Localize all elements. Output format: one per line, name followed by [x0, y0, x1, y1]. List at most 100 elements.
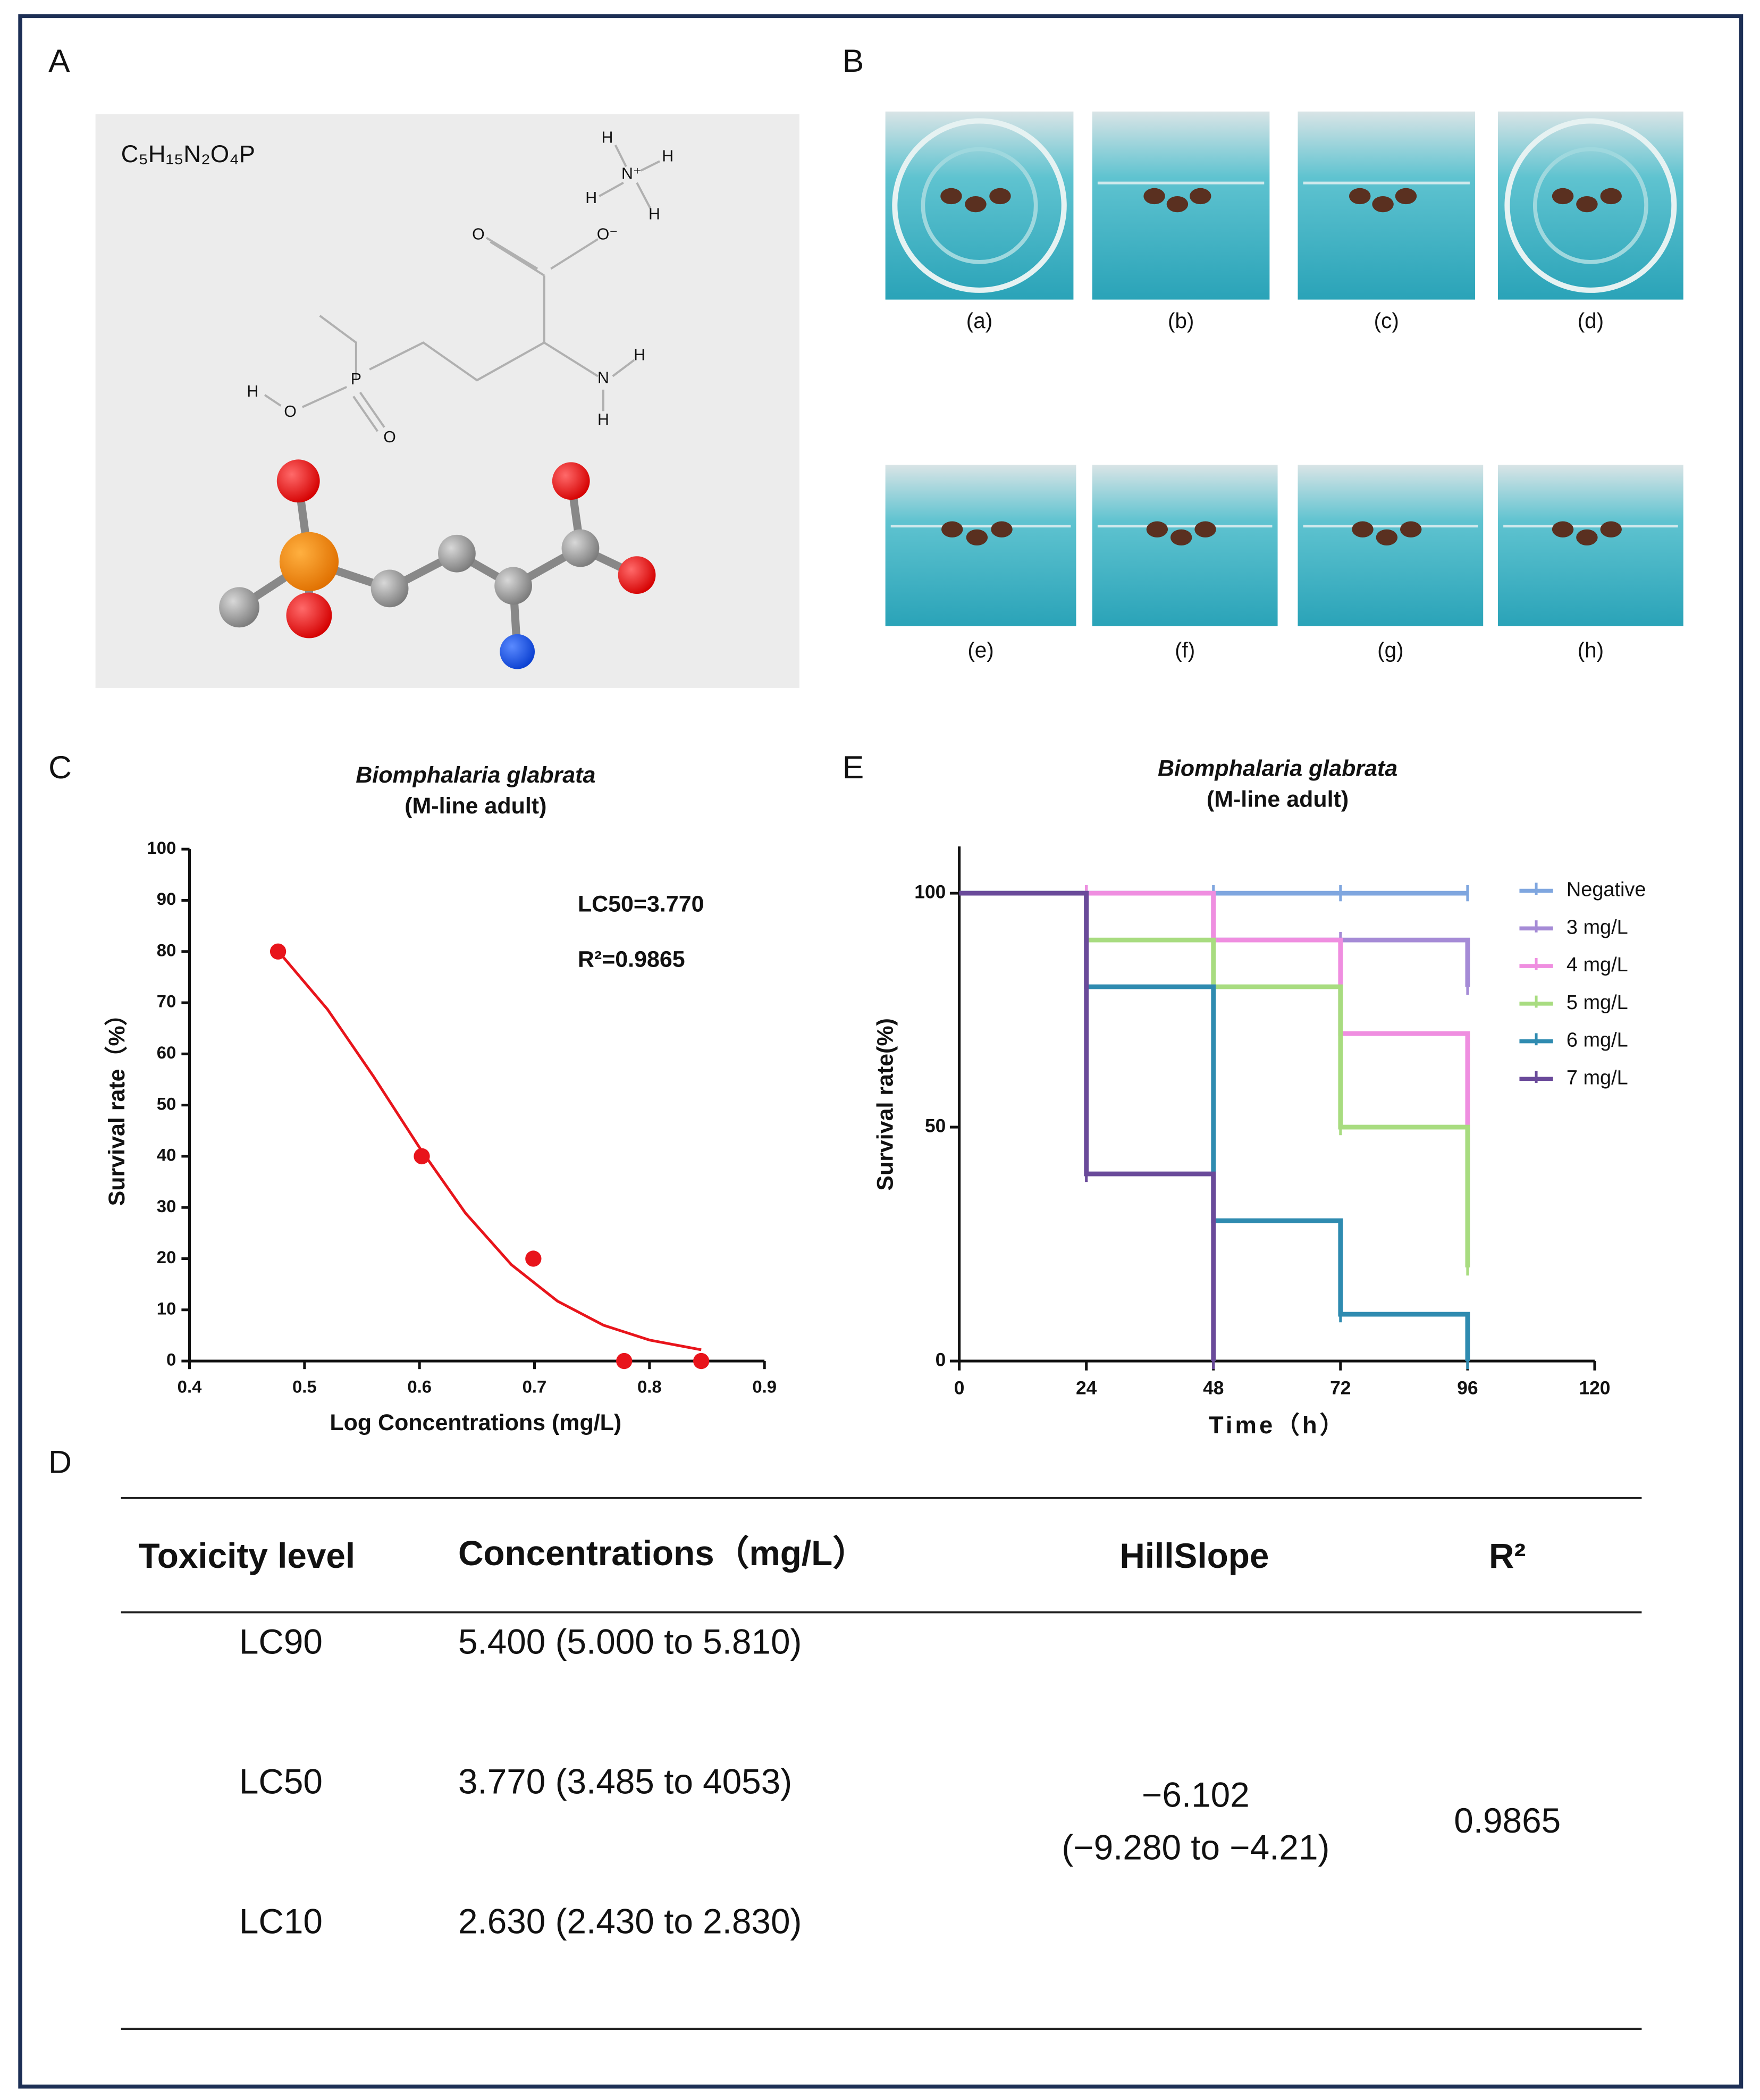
snail — [966, 529, 988, 546]
photo — [1092, 465, 1278, 626]
y-tick-label: 30 — [157, 1196, 176, 1216]
x-tick-label: 0.8 — [637, 1376, 662, 1396]
column-header: Toxicity level — [138, 1536, 355, 1575]
bonds — [264, 145, 660, 432]
concentration: 5.400 (5.000 to 5.810) — [458, 1623, 802, 1661]
snail — [1372, 196, 1394, 213]
panel-label: A — [48, 43, 70, 79]
column-header: Concentrations（mg/L） — [458, 1534, 868, 1573]
r2-value: 0.9865 — [1454, 1801, 1561, 1840]
snail — [1352, 521, 1374, 537]
x-tick-label: 0.4 — [178, 1376, 202, 1396]
chart-subtitle: (M-line adult) — [405, 793, 546, 819]
x-tick-label: 0.9 — [752, 1376, 777, 1396]
atom-label: N — [597, 369, 609, 387]
snail — [1349, 188, 1371, 205]
survival-chart: Biomphalaria glabrata (M-line adult) 0 50 10… — [872, 755, 1646, 1438]
snail — [940, 188, 962, 205]
chart-title: Biomphalaria glabrata — [356, 762, 595, 788]
x-axis-label: Log Concentrations (mg/L) — [330, 1410, 621, 1435]
y-tick-label: 60 — [157, 1043, 176, 1062]
ball-model — [219, 459, 656, 669]
atom-label: P — [351, 371, 361, 388]
snail — [1146, 521, 1168, 537]
photo-label: (f) — [1175, 637, 1195, 662]
atom-label: H — [662, 148, 673, 165]
x-tick-label: 0.5 — [292, 1376, 317, 1396]
legend-label: 4 mg/L — [1567, 954, 1628, 976]
snail — [1194, 521, 1216, 537]
chart-subtitle: (M-line adult) — [1207, 787, 1349, 812]
snail — [1600, 188, 1622, 205]
snail — [1400, 521, 1422, 537]
atom-label: O — [284, 403, 297, 421]
column-header: HillSlope — [1119, 1536, 1269, 1575]
data-point — [616, 1353, 633, 1370]
photo — [1498, 465, 1683, 626]
panel-label: D — [48, 1444, 72, 1480]
y-tick-label: 10 — [157, 1298, 176, 1318]
legend-label: 6 mg/L — [1567, 1029, 1628, 1052]
x-tick-label: 96 — [1457, 1377, 1478, 1398]
y-tick-label: 0 — [936, 1349, 946, 1370]
atom-label: O — [472, 225, 485, 243]
toxicity-table: Toxicity level Concentrations（mg/L） Hill… — [121, 1497, 1642, 2030]
photo-label: (h) — [1578, 637, 1604, 662]
snail — [1190, 188, 1211, 205]
atom-label: H — [597, 411, 609, 429]
snail — [1600, 521, 1622, 537]
y-tick-label: 0 — [166, 1350, 176, 1370]
x-tick-label: 0 — [954, 1377, 965, 1398]
concentration: 3.770 (3.485 to 4053) — [458, 1762, 792, 1801]
legend-label: 3 mg/L — [1567, 916, 1628, 938]
annotation: LC50=3.770 — [578, 892, 704, 917]
photo — [1298, 465, 1484, 626]
x-tick-label: 0.7 — [523, 1376, 547, 1396]
x-tick-label: 72 — [1330, 1377, 1351, 1398]
cup-base — [921, 147, 1038, 264]
snail — [941, 521, 963, 537]
frame — [18, 14, 1744, 2089]
atom-label: H — [585, 189, 597, 207]
panel-label: B — [843, 43, 864, 79]
hillslope-value: −6.102 — [1142, 1776, 1250, 1815]
snail — [989, 188, 1011, 205]
hillslope-range: (−9.280 to −4.21) — [1062, 1828, 1329, 1867]
photo-label: (a) — [966, 308, 992, 333]
panel-label: E — [843, 749, 864, 785]
toxicity-level: LC10 — [239, 1902, 323, 1941]
molecule-panel: C₅H₁₅N₂O₄P — [95, 114, 799, 688]
data-point — [525, 1250, 542, 1267]
x-tick-label: 0.6 — [407, 1376, 432, 1396]
atom-label: O⁻ — [597, 225, 618, 243]
y-tick-label: 20 — [157, 1247, 176, 1267]
cup-rim — [1504, 118, 1677, 293]
cup-rim — [892, 118, 1067, 293]
x-tick-label: 120 — [1579, 1377, 1610, 1398]
y-tick-label: 40 — [157, 1145, 176, 1165]
photo-label: (e) — [967, 637, 993, 662]
y-tick-label: 70 — [157, 992, 176, 1011]
snail — [1170, 529, 1192, 546]
chart-title: Biomphalaria glabrata — [1158, 755, 1397, 781]
atom-label: H — [247, 383, 258, 400]
snail — [1576, 196, 1598, 213]
x-tick-label: 48 — [1203, 1377, 1224, 1398]
snail — [1143, 188, 1165, 205]
snail — [991, 521, 1013, 537]
photo-label: (c) — [1374, 308, 1399, 333]
cup-base — [1532, 147, 1648, 264]
legend-label: 7 mg/L — [1567, 1066, 1628, 1089]
y-tick-label: 100 — [914, 881, 946, 902]
data-point — [693, 1353, 710, 1370]
y-tick-label: 100 — [147, 838, 176, 858]
survival-line — [959, 891, 1470, 1174]
y-tick-label: 50 — [157, 1094, 176, 1113]
photo-label: (d) — [1578, 308, 1604, 333]
legend-label: Negative — [1567, 879, 1646, 901]
photo-label: (b) — [1168, 308, 1194, 333]
data-point — [414, 1148, 430, 1165]
photo-panel: (a) (b) (c) (d) (e) (f) (g) (h) — [885, 111, 1683, 662]
